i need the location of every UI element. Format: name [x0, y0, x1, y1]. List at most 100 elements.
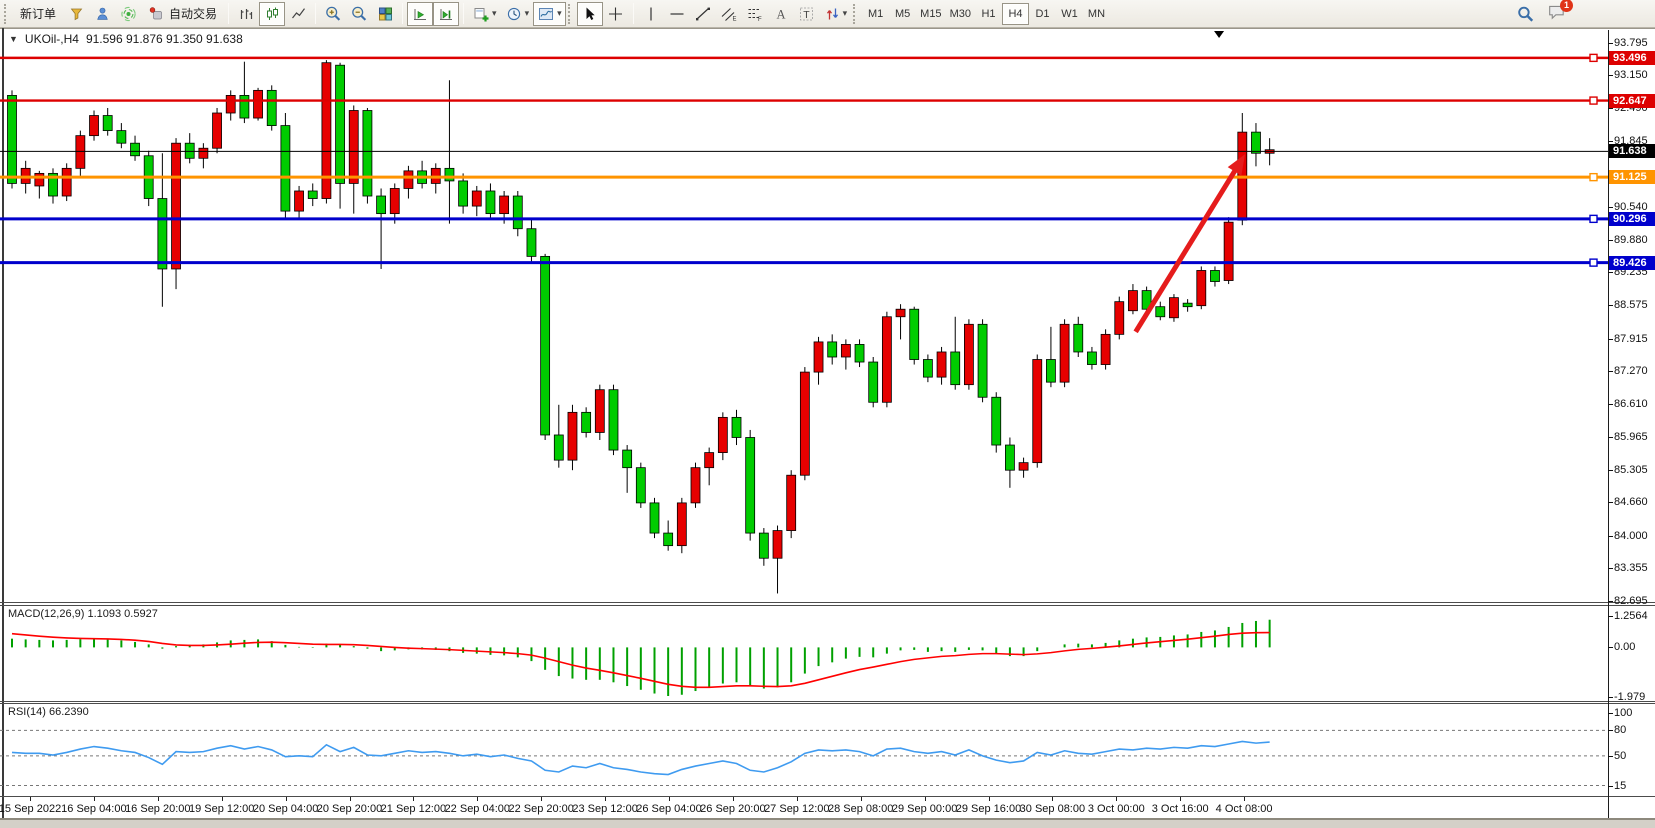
rsi-tick-label: 50: [1614, 749, 1627, 762]
price-tag-91.638[interactable]: 91.638: [1609, 144, 1655, 159]
dropdown-caret: ▾: [492, 8, 497, 18]
candle: [553, 404, 564, 468]
candle-body: [799, 371, 810, 476]
crosshair-button[interactable]: [603, 2, 629, 26]
new-order-button[interactable]: 新订单: [13, 2, 63, 26]
time-label: 4 Oct 08:00: [1215, 803, 1273, 815]
macd-indicator-canvas[interactable]: [0, 606, 1608, 701]
candle: [130, 135, 140, 161]
candle: [895, 304, 906, 340]
sonar-icon: [120, 6, 137, 22]
candle-body: [1182, 302, 1193, 308]
line-chart-button[interactable]: [285, 2, 311, 26]
text-label-button[interactable]: T: [794, 2, 820, 26]
time-tick: [860, 797, 862, 801]
timeframe-mn-button[interactable]: MN: [1083, 3, 1110, 25]
text-button[interactable]: A: [768, 2, 794, 26]
candle-body: [690, 467, 701, 504]
autotrading-button[interactable]: 自动交易: [141, 2, 224, 26]
channel-button[interactable]: E: [716, 2, 742, 26]
candle: [881, 311, 892, 408]
candle: [321, 60, 332, 204]
vertical-line-button[interactable]: [638, 2, 664, 26]
timeframe-m5-button[interactable]: M5: [889, 3, 916, 25]
timeframe-w1-button[interactable]: W1: [1056, 3, 1083, 25]
candle-body: [1018, 462, 1029, 471]
accounts-button[interactable]: [89, 2, 115, 26]
auto-scroll-button[interactable]: [407, 1, 434, 26]
indicators-button[interactable]: [63, 2, 89, 26]
candle-body: [157, 198, 168, 270]
chart-shift-button[interactable]: [433, 1, 460, 26]
trend-arrow-head[interactable]: [1227, 154, 1246, 176]
signals-button[interactable]: [115, 2, 141, 26]
pane-divider[interactable]: [0, 703, 1655, 704]
price-tag-93.496[interactable]: 93.496: [1609, 50, 1655, 65]
trendline-button[interactable]: [690, 2, 716, 26]
timeframe-m15-button[interactable]: M15: [916, 3, 945, 25]
templates-button[interactable]: ▾: [533, 1, 566, 26]
candle-body: [540, 255, 551, 436]
level-anchor[interactable]: [1589, 172, 1598, 182]
toolbar-grip[interactable]: [4, 3, 9, 24]
pane-divider[interactable]: [0, 701, 1655, 702]
window-border: [0, 28, 1655, 29]
candle: [1005, 437, 1015, 488]
price-chart-canvas[interactable]: [0, 30, 1608, 602]
pane-divider[interactable]: [0, 602, 1655, 603]
pane-divider[interactable]: [0, 605, 1655, 606]
candle: [307, 183, 318, 207]
chart-title[interactable]: ▼ UKOil-,H4 91.596 91.876 91.350 91.638: [9, 32, 243, 46]
level-anchor[interactable]: [1589, 258, 1598, 267]
timeframe-h4-button[interactable]: H4: [1001, 2, 1029, 25]
chart-shift-marker[interactable]: [1214, 31, 1225, 38]
candle: [772, 525, 783, 594]
candle: [717, 412, 728, 461]
level-anchor[interactable]: [1589, 53, 1598, 63]
arrows-tool-button[interactable]: ▾: [820, 2, 852, 26]
candle: [1073, 316, 1084, 358]
candle: [335, 62, 345, 209]
horizontal-line-button[interactable]: [664, 2, 690, 26]
zoom-in-button[interactable]: [320, 2, 346, 26]
candle: [813, 336, 824, 385]
timeframe-d1-button[interactable]: D1: [1029, 3, 1056, 25]
toolbar-grip[interactable]: [853, 3, 858, 24]
candle-body: [1087, 351, 1097, 365]
candle-body: [786, 474, 797, 531]
trend-arrow[interactable]: [1133, 164, 1240, 334]
candle-body: [89, 115, 99, 137]
price-tick: [1608, 305, 1613, 307]
level-anchor[interactable]: [1589, 214, 1598, 224]
timeframe-m30-button[interactable]: M30: [946, 3, 975, 25]
price-tag-92.647[interactable]: 92.647: [1609, 93, 1655, 108]
price-tick-label: 90.540: [1614, 200, 1648, 213]
period-button[interactable]: ▾: [501, 2, 534, 26]
timeframe-h1-button[interactable]: H1: [975, 3, 1002, 25]
timeframe-m1-button[interactable]: M1: [862, 3, 889, 25]
price-tag-90.296[interactable]: 90.296: [1609, 211, 1655, 226]
price-tag-91.125[interactable]: 91.125: [1609, 170, 1655, 185]
fibonacci-button[interactable]: F: [742, 2, 768, 26]
candle-body: [485, 190, 496, 215]
candle-body: [471, 190, 482, 207]
level-anchor[interactable]: [1589, 96, 1598, 105]
chat-button[interactable]: 1: [1547, 0, 1573, 26]
search-button[interactable]: [1512, 2, 1539, 26]
rsi-tick-label: 15: [1614, 779, 1627, 792]
candle: [567, 404, 578, 471]
candle: [157, 153, 168, 307]
new-chart-button[interactable]: ▾: [468, 2, 501, 26]
candle-body: [827, 341, 838, 358]
cursor-button[interactable]: [576, 1, 603, 26]
candle-body: [75, 135, 86, 169]
bar-chart-button[interactable]: [233, 2, 259, 26]
candlestick-chart-button[interactable]: [259, 1, 286, 26]
price-tag-89.426[interactable]: 89.426: [1609, 255, 1655, 270]
tile-windows-button[interactable]: [372, 2, 398, 26]
candle-body: [280, 125, 291, 212]
rsi-indicator-canvas[interactable]: [0, 704, 1608, 796]
toolbar-grip[interactable]: [567, 3, 573, 24]
zoom-out-button[interactable]: [346, 2, 372, 26]
candle-body: [225, 95, 236, 114]
